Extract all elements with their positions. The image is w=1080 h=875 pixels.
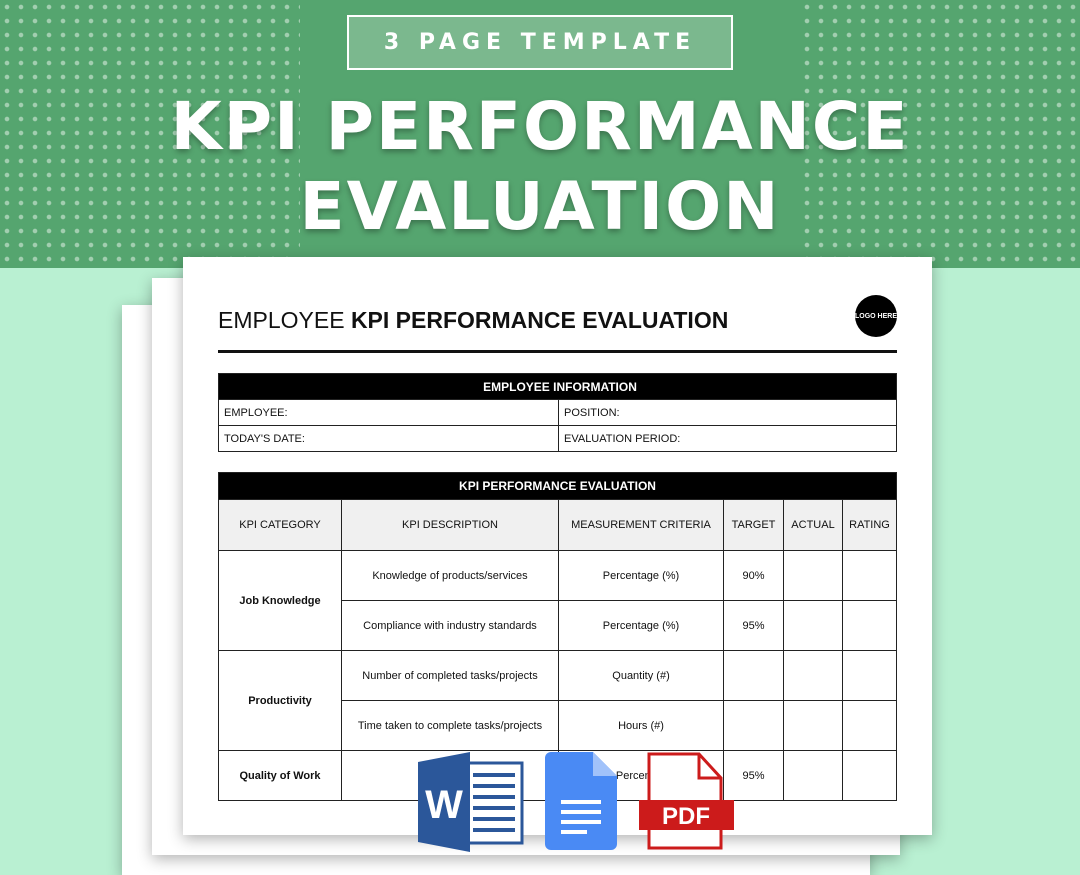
dot-pattern <box>0 0 300 268</box>
actual-cell <box>783 650 843 701</box>
table-row: Time taken to complete tasks/projects Ho… <box>219 700 897 751</box>
column-header: MEASUREMENT CRITERIA <box>558 499 724 551</box>
table-header: KPI PERFORMANCE EVALUATION <box>218 472 897 500</box>
kpi-table: KPI PERFORMANCE EVALUATION KPI CATEGORY … <box>218 472 897 801</box>
dot-pattern <box>800 0 1080 268</box>
rating-cell <box>842 700 897 751</box>
logo-placeholder: LOGO HERE <box>855 295 897 337</box>
table-row: Job Knowledge Knowledge of products/serv… <box>218 550 897 651</box>
column-header: RATING <box>842 499 897 551</box>
actual-cell <box>783 600 843 651</box>
criteria-cell: Hours (#) <box>558 700 724 751</box>
rating-cell <box>842 750 897 801</box>
column-header: TARGET <box>723 499 784 551</box>
category-cell: Quality of Work <box>218 750 342 801</box>
column-header: ACTUAL <box>783 499 843 551</box>
target-cell: 90% <box>723 550 784 601</box>
employee-info-table: EMPLOYEE INFORMATION EMPLOYEE: POSITION: … <box>218 373 897 452</box>
actual-cell <box>783 700 843 751</box>
headline-line1: KPI PERFORMANCE <box>170 88 910 165</box>
field-position: POSITION: <box>558 399 897 426</box>
field-date: TODAY'S DATE: <box>218 425 559 452</box>
criteria-cell: Percentage (%) <box>558 550 724 601</box>
criteria-cell: Percentage (%) <box>558 600 724 651</box>
rating-cell <box>842 650 897 701</box>
svg-text:PDF: PDF <box>662 803 710 830</box>
field-employee: EMPLOYEE: <box>218 399 559 426</box>
column-header: KPI DESCRIPTION <box>341 499 559 551</box>
word-icon: W <box>418 752 524 852</box>
actual-cell <box>783 750 843 801</box>
description-cell: Time taken to complete tasks/projects <box>341 700 559 751</box>
target-cell <box>723 650 784 701</box>
rating-cell <box>842 550 897 601</box>
table-header: EMPLOYEE INFORMATION <box>218 373 897 400</box>
pdf-icon: PDF <box>639 752 734 850</box>
field-period: EVALUATION PERIOD: <box>558 425 897 452</box>
description-cell: Number of completed tasks/projects <box>341 650 559 701</box>
target-cell: 95% <box>723 600 784 651</box>
category-cell: Job Knowledge <box>218 550 342 651</box>
description-cell: Compliance with industry standards <box>341 600 559 651</box>
page-count-badge: 3 PAGE TEMPLATE <box>347 15 733 70</box>
category-cell: Productivity <box>218 650 342 751</box>
document-title: EMPLOYEE KPI PERFORMANCE EVALUATION <box>218 307 729 333</box>
title-divider <box>218 350 897 353</box>
svg-text:W: W <box>425 783 463 827</box>
rating-cell <box>842 600 897 651</box>
target-cell <box>723 700 784 751</box>
description-cell: Knowledge of products/services <box>341 550 559 601</box>
google-docs-icon <box>545 752 617 850</box>
table-row: Productivity Number of completed tasks/p… <box>218 650 897 751</box>
column-header: KPI CATEGORY <box>218 499 342 551</box>
criteria-cell: Quantity (#) <box>558 650 724 701</box>
table-row: Compliance with industry standards Perce… <box>219 600 897 651</box>
headline-line2: EVALUATION <box>299 168 781 245</box>
actual-cell <box>783 550 843 601</box>
